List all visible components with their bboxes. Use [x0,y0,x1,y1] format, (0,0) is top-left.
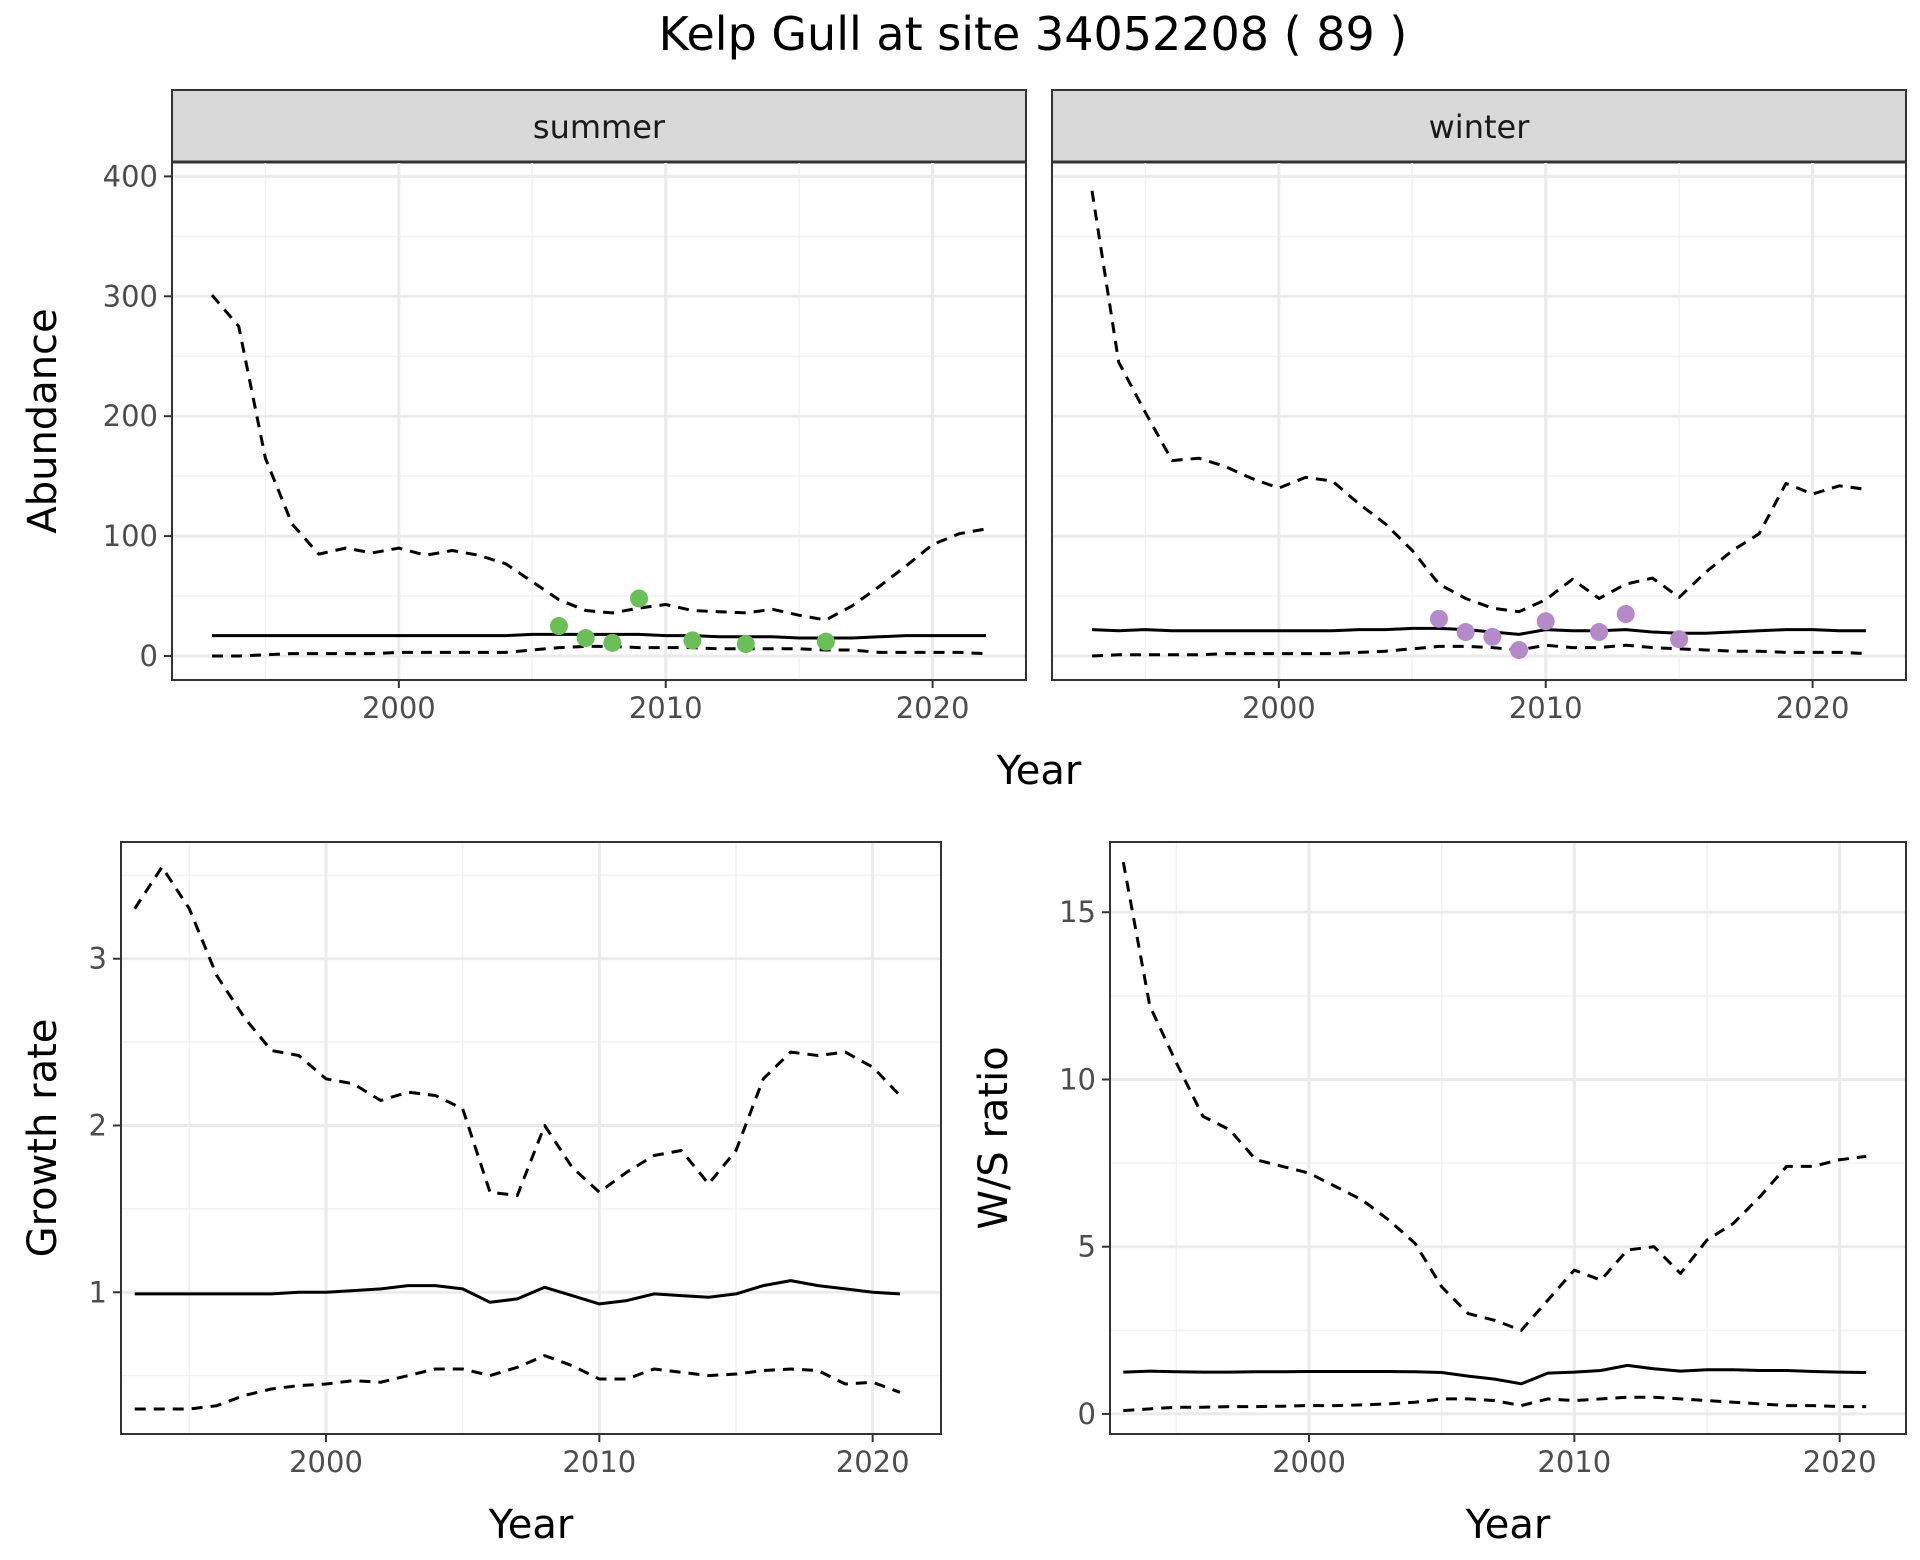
ratio-y-title: W/S ratio [971,1046,1017,1229]
ratio-lower-line [1123,1395,1867,1413]
winter-lower-line [1091,643,1867,658]
summer-median-line [212,632,986,640]
ratio-series [1121,861,1867,1413]
summer-observed-point [816,632,835,651]
abundance-x-title: Year [996,748,1082,794]
growth-x-tick-label: 2010 [562,1445,636,1479]
growth-x-tick-label: 2020 [836,1445,910,1479]
winter-upper-line [1090,190,1867,614]
summer-lower-line [212,644,987,658]
abundance-y-tick-label: 100 [103,519,158,553]
summer-observed-point [603,633,622,652]
winter-grid [1052,162,1906,680]
ratio-x-ticks: 2000 2010 2020 [1272,1434,1877,1479]
abundance-y-ticks: 0 100 200 300 400 [103,159,172,673]
ratio-x-tick-label: 2000 [1272,1445,1346,1479]
summer-observed-point [549,617,568,636]
growth-y-title: Growth rate [20,1019,66,1258]
growth-x-tick-label: 2000 [289,1445,363,1479]
winter-series [1090,190,1867,660]
winter-observed-point [1616,605,1635,624]
abundance-y-title: Abundance [20,308,66,533]
abundance-winter-panel: winter 2000 2010 2020 [1051,89,1907,725]
growth-rate-panel: 1 2 3 2000 2010 2020 [89,841,942,1479]
ratio-x-tick-label: 2010 [1537,1445,1611,1479]
growth-upper-line [133,865,902,1197]
growth-series [133,865,902,1411]
ratio-upper-line [1121,861,1867,1332]
winter-observed-point [1536,612,1555,631]
ratio-y-ticks: 0 5 10 15 [1059,895,1110,1431]
abundance-y-tick-label: 0 [140,639,158,673]
summer-upper-line [210,294,987,622]
winter-observed-point [1670,630,1689,649]
growth-x-title: Year [488,1502,574,1548]
abundance-summer-panel: summer 0 100 200 300 400 2000 2010 2020 [103,89,1027,725]
strip-summer-label: summer [533,108,666,146]
ratio-y-tick-label: 0 [1078,1397,1096,1431]
abundance-y-tick-label: 400 [103,159,158,193]
growth-x-ticks: 2000 2010 2020 [289,1434,910,1479]
winter-observed-point [1429,609,1448,628]
growth-panel-border [120,841,942,1435]
winter-observed-point [1590,623,1609,642]
winter-observed-point [1456,623,1475,642]
summer-observed-point [736,635,755,654]
summer-x-ticks: 2000 2010 2020 [362,680,970,725]
growth-y-tick-label: 3 [89,942,107,976]
growth-median-line [134,1279,901,1306]
ratio-x-tick-label: 2020 [1803,1445,1877,1479]
growth-lower-line [134,1354,901,1411]
winter-x-tick-label: 2020 [1776,691,1850,725]
summer-panel-border [171,161,1027,681]
winter-x-ticks: 2000 2010 2020 [1242,680,1850,725]
winter-x-tick-label: 2010 [1509,691,1583,725]
summer-x-tick-label: 2010 [629,691,703,725]
ratio-x-title: Year [1465,1502,1551,1548]
summer-observed-point [683,631,702,650]
summer-series [210,294,987,658]
winter-panel-border [1051,161,1907,681]
ratio-y-tick-label: 5 [1078,1230,1096,1264]
summer-observed-point [630,589,649,608]
ratio-median-line [1123,1363,1867,1386]
growth-y-tick-label: 1 [89,1275,107,1309]
ratio-y-tick-label: 10 [1059,1062,1096,1096]
summer-x-tick-label: 2000 [362,691,436,725]
winter-observed-point [1483,627,1502,646]
abundance-y-tick-label: 200 [103,399,158,433]
winter-x-tick-label: 2000 [1242,691,1316,725]
ws-ratio-panel: 0 5 10 15 2000 2010 2020 [1059,841,1907,1479]
summer-grid [172,162,1026,680]
strip-winter-bg [1051,89,1907,163]
ratio-y-tick-label: 15 [1059,895,1096,929]
ratio-grid [1110,842,1906,1434]
strip-summer-bg [171,89,1027,163]
growth-y-ticks: 1 2 3 [89,942,121,1309]
winter-observed-point [1510,641,1529,660]
figure-title: Kelp Gull at site 34052208 ( 89 ) [659,7,1408,61]
strip-winter-label: winter [1429,108,1531,146]
winter-median-line [1091,626,1866,636]
ratio-panel-border [1109,841,1907,1435]
abundance-y-tick-label: 300 [103,279,158,313]
summer-observed-point [576,629,595,648]
growth-y-tick-label: 2 [89,1108,107,1142]
summer-x-tick-label: 2020 [896,691,970,725]
